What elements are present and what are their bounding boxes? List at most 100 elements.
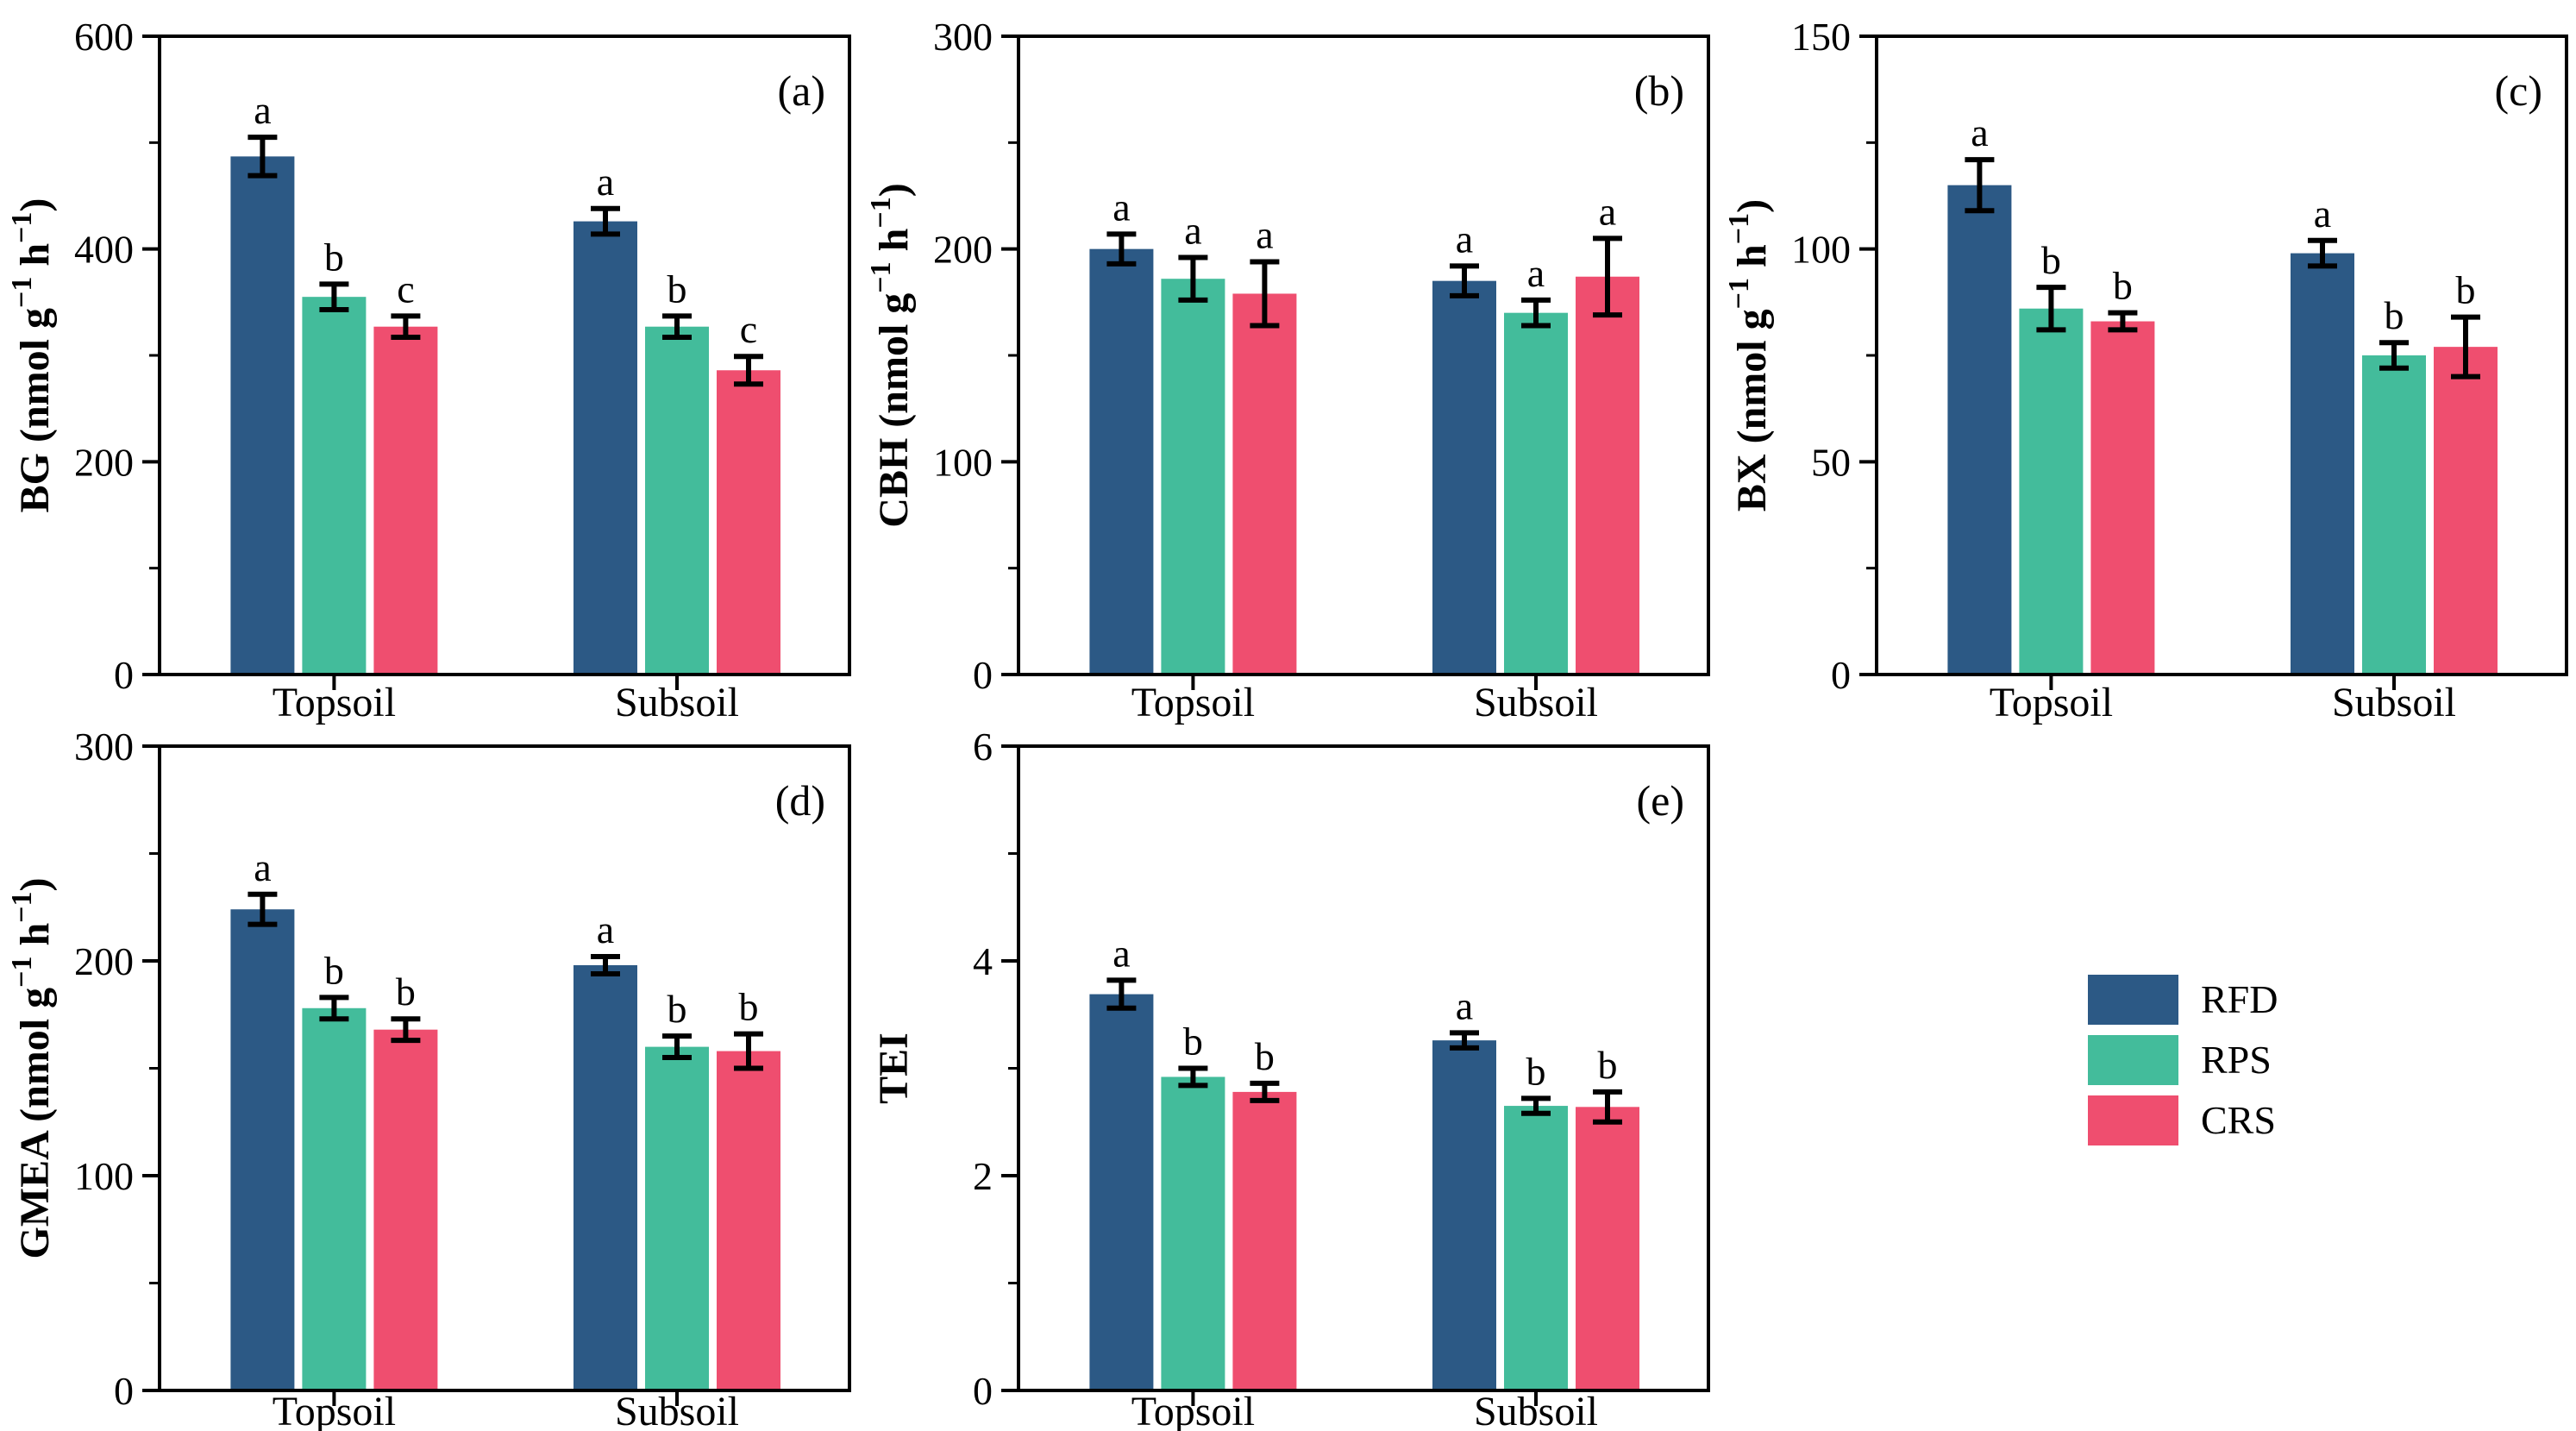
sig-letter: b xyxy=(324,235,344,279)
sig-letter: a xyxy=(597,907,614,951)
bar-crs-subsoil xyxy=(717,1051,780,1390)
bar-rps-subsoil xyxy=(1504,1106,1568,1390)
panel-b-chart-cbh: a a a Topsoil a a a Subsoil 0 100 200 300 (b) CBH (nm… xyxy=(865,15,1710,725)
y-tick-label: 0 xyxy=(973,653,993,697)
panel-c-chart-bx: a b b Topsoil a b b Subsoil 0 50 100 150 (c) BX (nmol… xyxy=(1723,15,2568,725)
svg-text:BX (nmol g−1 h−1): BX (nmol g−1 h−1) xyxy=(1723,199,1775,512)
bar-crs-topsoil xyxy=(2090,321,2155,675)
bar-rps-topsoil xyxy=(302,1007,367,1390)
error-bar-rps-topsoil xyxy=(2036,285,2066,333)
svg-text:GMEA (nmol g−1 h−1): GMEA (nmol g−1 h−1) xyxy=(6,877,58,1258)
error-bar-rps-topsoil xyxy=(319,995,349,1022)
sig-letter: b xyxy=(324,948,344,992)
sig-letter: b xyxy=(668,987,687,1031)
y-tick-label: 100 xyxy=(1791,228,1851,272)
y-tick-label: 600 xyxy=(74,15,134,59)
y-tick-label: 2 xyxy=(973,1154,993,1198)
sig-letter: a xyxy=(254,845,271,889)
sig-letter: b xyxy=(1526,1049,1546,1093)
error-bar-rfd-topsoil xyxy=(248,891,278,927)
bar-crs-topsoil xyxy=(1232,1091,1297,1390)
bar-rfd-subsoil xyxy=(573,221,637,675)
error-bar-rfd-subsoil xyxy=(1450,263,1479,298)
y-tick-label: 200 xyxy=(933,228,993,272)
axes-box xyxy=(158,744,851,1392)
sig-letter: b xyxy=(668,267,687,311)
x-tick-label-subsoil: Subsoil xyxy=(2332,680,2456,725)
error-bar-crs-subsoil xyxy=(1593,1089,1622,1125)
panel-a-chart-bg: a b c Topsoil a b c Subsoil 0 200 400 600 (a) BG (nmo… xyxy=(6,15,851,725)
sig-letter: b xyxy=(2456,268,2476,312)
y-tick-label: 0 xyxy=(114,653,134,697)
error-bar-rfd-subsoil xyxy=(591,205,620,237)
plot-(b): a a a Topsoil a a a Subsoil 0 100 200 300 (b) CBH (nm… xyxy=(865,15,1710,725)
error-bar-rfd-subsoil xyxy=(591,954,620,976)
y-tick-label: 150 xyxy=(1791,15,1851,59)
x-tick-label-subsoil: Subsoil xyxy=(615,680,739,725)
sig-letter: c xyxy=(397,267,414,311)
bar-rfd-topsoil xyxy=(230,156,295,675)
panel-letter: (e) xyxy=(1637,776,1685,825)
svg-text:TEI: TEI xyxy=(871,1032,917,1104)
x-tick-label-topsoil: Topsoil xyxy=(1131,1389,1255,1431)
error-bar-rps-topsoil xyxy=(1178,1065,1208,1089)
error-bar-crs-subsoil xyxy=(1593,235,1622,318)
axes-box xyxy=(1017,35,1710,676)
x-tick-label-subsoil: Subsoil xyxy=(1474,680,1598,725)
y-tick-label: 100 xyxy=(74,1154,134,1198)
legend-area: RFD RPS CRS xyxy=(1717,716,2576,1431)
error-bar-rfd-subsoil xyxy=(1450,1030,1479,1051)
axes-box xyxy=(1017,744,1710,1392)
sig-letter: b xyxy=(1255,1034,1275,1078)
legend-label-rps: RPS xyxy=(2201,1038,2272,1082)
bar-rfd-subsoil xyxy=(1432,280,1496,675)
plot-(c): a b b Topsoil a b b Subsoil 0 50 100 150 (c) BX (nmol… xyxy=(1723,15,2568,725)
legend-item-crs: CRS xyxy=(2088,1095,2278,1145)
error-bar-crs-subsoil xyxy=(2451,314,2480,380)
bar-crs-subsoil xyxy=(2434,347,2498,675)
legend: RFD RPS CRS xyxy=(2088,975,2278,1156)
bar-rps-subsoil xyxy=(645,1046,709,1390)
x-tick-label-subsoil: Subsoil xyxy=(615,1389,739,1431)
x-tick-label-topsoil: Topsoil xyxy=(1990,680,2113,725)
y-tick-label: 400 xyxy=(74,228,134,272)
error-bar-crs-topsoil xyxy=(391,313,421,341)
error-bar-rfd-topsoil xyxy=(248,135,278,179)
panel-letter: (a) xyxy=(778,66,826,115)
bar-rfd-topsoil xyxy=(1947,185,2012,675)
legend-label-crs: CRS xyxy=(2201,1098,2276,1142)
sig-letter: b xyxy=(2385,293,2404,337)
legend-item-rfd: RFD xyxy=(2088,975,2278,1025)
error-bar-rfd-subsoil xyxy=(2308,237,2337,269)
error-bar-rfd-topsoil xyxy=(1965,157,1995,214)
error-bar-rfd-topsoil xyxy=(1106,977,1137,1011)
error-bar-crs-topsoil xyxy=(2108,310,2138,333)
error-bar-rps-subsoil xyxy=(2379,340,2409,371)
panel-e-chart-tei: a b b Topsoil a b b Subsoil 0 2 4 6 (e) TEI xyxy=(871,725,1710,1431)
svg-text:BG (nmol g−1 h−1): BG (nmol g−1 h−1) xyxy=(6,198,58,513)
error-bar-rps-subsoil xyxy=(1521,297,1551,329)
sig-letter: a xyxy=(2314,191,2331,235)
y-tick-label: 0 xyxy=(114,1369,134,1413)
bar-rfd-topsoil xyxy=(1089,994,1154,1390)
plot-(e): a b b Topsoil a b b Subsoil 0 2 4 6 (e) TEI xyxy=(871,725,1710,1431)
bar-crs-subsoil xyxy=(1576,1107,1639,1390)
bar-rps-topsoil xyxy=(1161,279,1225,675)
legend-label-rfd: RFD xyxy=(2201,977,2278,1021)
x-tick-label-topsoil: Topsoil xyxy=(1131,680,1255,725)
error-bar-rps-subsoil xyxy=(662,313,692,341)
bar-rfd-subsoil xyxy=(1432,1040,1496,1390)
bar-rfd-subsoil xyxy=(2291,253,2354,675)
legend-swatch-rfd xyxy=(2088,975,2178,1025)
sig-letter: a xyxy=(1599,189,1616,233)
bar-rps-subsoil xyxy=(2362,355,2426,675)
bar-rfd-subsoil xyxy=(573,964,637,1390)
panel-letter: (b) xyxy=(1634,66,1684,115)
sig-letter: a xyxy=(1113,931,1130,975)
y-tick-label: 300 xyxy=(74,725,134,769)
y-tick-label: 200 xyxy=(74,939,134,983)
error-bar-crs-topsoil xyxy=(1250,259,1280,329)
sig-letter: a xyxy=(1456,983,1473,1027)
panel-letter: (d) xyxy=(775,776,825,825)
